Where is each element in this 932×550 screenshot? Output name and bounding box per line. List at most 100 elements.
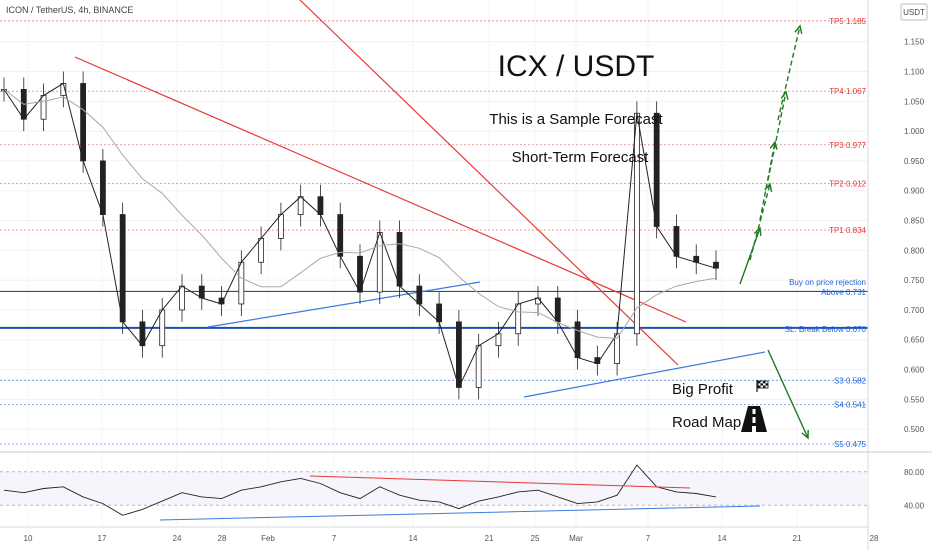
forecast-arrow-down: [767, 349, 809, 439]
forecast-arrow-head: [794, 24, 803, 34]
candle: [475, 345, 482, 388]
time-tick: 21: [793, 534, 802, 543]
candle: [80, 83, 87, 162]
candle: [396, 232, 403, 287]
forecast-arrow: [767, 91, 787, 181]
forecast-arrow: [739, 227, 761, 285]
candle: [297, 196, 304, 215]
level-label: TP4 1.067: [829, 87, 866, 96]
candle: [673, 226, 680, 257]
big-profit-label: Big Profit: [672, 381, 734, 398]
price-tick: 1.150: [904, 38, 925, 47]
candle: [436, 303, 443, 323]
forecast-arrow-head: [769, 140, 778, 150]
time-tick: 7: [332, 534, 337, 543]
time-tick: 17: [98, 534, 107, 543]
price-series: [1, 71, 719, 400]
road-icon: [741, 406, 767, 432]
price-tick: 0.900: [904, 187, 925, 196]
checkered-flag-icon: [756, 380, 769, 392]
blue-trendline: [207, 281, 481, 328]
price-tick: 0.600: [904, 366, 925, 375]
candle: [238, 261, 245, 305]
candle: [277, 214, 284, 239]
forecast-arrow: [777, 25, 801, 121]
time-tick: 21: [485, 534, 494, 543]
candle: [159, 309, 166, 347]
forecast-arrows: [739, 24, 809, 440]
trendlines: [74, 0, 766, 398]
rsi-blue-trendline: [159, 505, 761, 521]
candle: [554, 297, 561, 323]
grid: [0, 0, 875, 527]
candle: [40, 94, 47, 120]
rsi-pane: 80.00 40.00: [0, 451, 932, 521]
candle: [455, 321, 462, 388]
time-tick: 24: [173, 534, 182, 543]
level-label: S3 0.582: [834, 376, 867, 385]
currency-label: USDT: [903, 8, 925, 17]
buy-note: Buy on price rejection: [789, 278, 866, 287]
time-tick: Mar: [569, 534, 583, 543]
candle: [713, 261, 719, 269]
rsi-red-trendline: [309, 475, 691, 489]
moving-average-line: [3, 89, 717, 339]
price-tick: 0.550: [904, 395, 925, 404]
candle: [574, 321, 581, 359]
red-trendline-steep: [299, 0, 679, 366]
candle: [495, 333, 502, 347]
time-axis[interactable]: 10 17 24 28 Feb 7 14 21 25 Mar 7 14 21 28: [0, 526, 879, 543]
subtitle-sample-forecast: This is a Sample Forecast: [489, 111, 663, 128]
candle: [337, 214, 344, 257]
price-tick: 0.500: [904, 425, 925, 434]
forecast-arrow-head: [780, 90, 789, 100]
time-tick: 14: [718, 534, 727, 543]
currency-badge[interactable]: [900, 3, 928, 21]
subtitle-short-term: Short-Term Forecast: [512, 149, 650, 166]
level-label: TP5 1.185: [829, 17, 866, 26]
price-tick: 0.800: [904, 246, 925, 255]
level-label: TP3 0.977: [829, 141, 866, 150]
time-tick: 14: [409, 534, 418, 543]
level-label: TP2 0.912: [829, 180, 866, 189]
candle: [258, 238, 265, 263]
buy-above-note: Above 0.731: [821, 288, 866, 297]
symbol-header: ICON / TetherUS, 4h, BINANCE: [6, 5, 133, 15]
price-tick: 1.100: [904, 68, 925, 77]
rsi-tick: 80.00: [904, 468, 925, 477]
candle: [119, 214, 126, 323]
time-tick: 10: [24, 534, 33, 543]
level-label: TP1 0.834: [829, 226, 866, 235]
level-label: S5 0.475: [834, 440, 867, 449]
time-tick: 7: [646, 534, 651, 543]
candle: [633, 112, 640, 335]
stop-loss-note: SL: Break Below 0.670: [785, 325, 867, 334]
price-tick: 0.850: [904, 217, 925, 226]
forecast-arrow-head: [753, 226, 762, 237]
price-tick: 0.950: [904, 157, 925, 166]
price-tick: 0.650: [904, 336, 925, 345]
time-tick: Feb: [261, 534, 275, 543]
candle: [515, 303, 522, 335]
candle: [416, 285, 423, 305]
forecast-arrow: [749, 183, 771, 261]
candle: [179, 285, 185, 311]
rsi-line: [3, 464, 717, 516]
time-tick: 28: [870, 534, 879, 543]
road-map-label: Road Map: [672, 414, 741, 431]
time-tick: 28: [218, 534, 227, 543]
price-tick: 0.700: [904, 306, 925, 315]
price-tick: 0.750: [904, 276, 925, 285]
blue-trendline-low: [523, 351, 766, 398]
level-lines: TP5 1.185 TP4 1.067 TP3 0.977 TP2 0.912 TP1 …: [0, 17, 868, 449]
time-tick: 25: [531, 534, 540, 543]
rsi-band: [0, 471, 868, 506]
forecast-arrow-down-head: [801, 429, 809, 440]
level-label: S4 0.541: [834, 401, 867, 410]
candle: [198, 285, 205, 299]
price-axis[interactable]: 1.150 1.100 1.050 1.000 0.950 0.900 0.850 0.800…: [867, 0, 932, 550]
rsi-tick: 40.00: [904, 501, 925, 510]
candle: [653, 112, 660, 227]
chart-title: ICX / USDT: [498, 50, 655, 83]
